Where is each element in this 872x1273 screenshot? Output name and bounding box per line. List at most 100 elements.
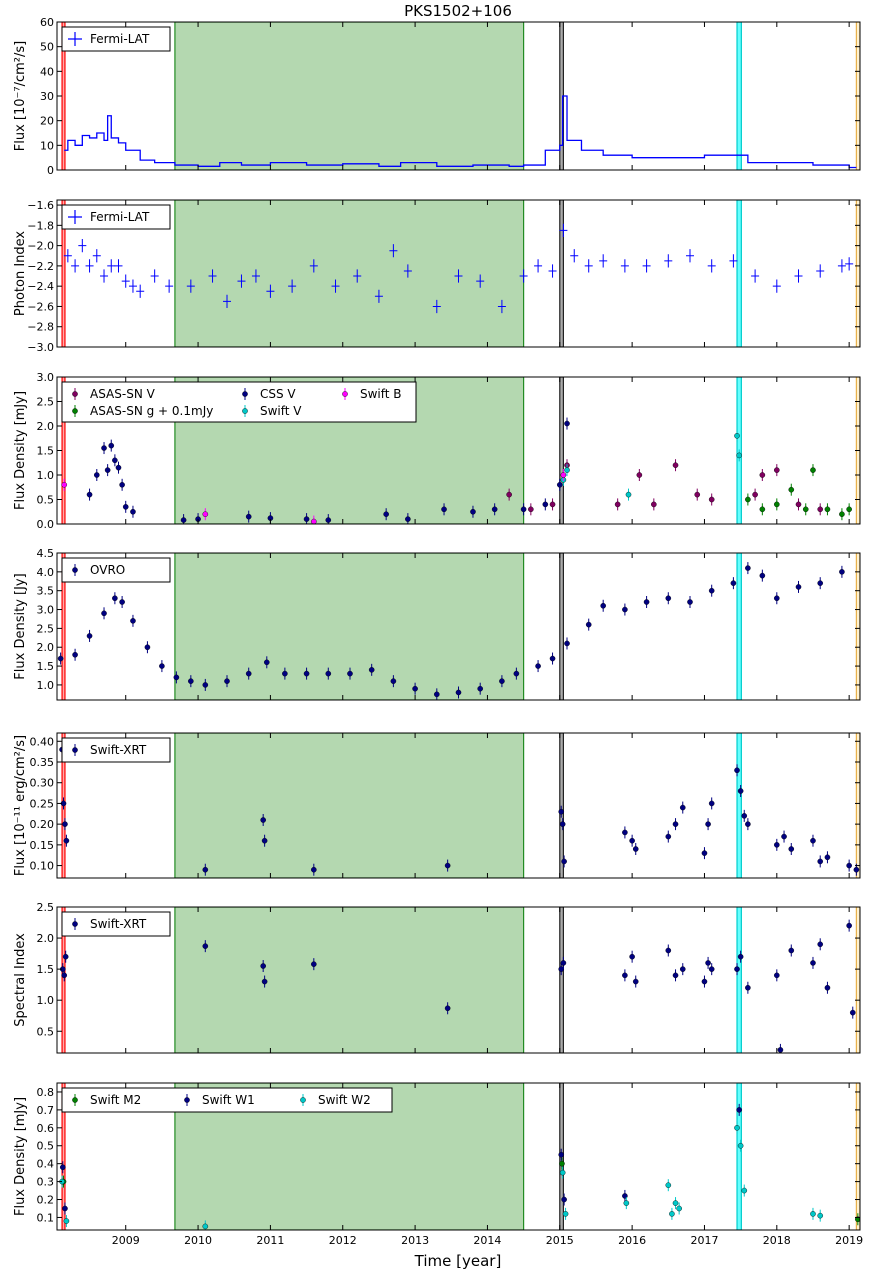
shaded-interval: [736, 553, 742, 700]
data-point: [208, 269, 217, 283]
legend: Swift-XRT: [61, 911, 171, 937]
shaded-interval: [61, 377, 66, 524]
data-point: [303, 670, 310, 677]
data-point: [564, 467, 570, 473]
data-point: [752, 491, 758, 498]
legend-marker: [72, 408, 78, 414]
data-point: [432, 299, 441, 314]
data-point: [513, 670, 520, 677]
data-point: [672, 1200, 679, 1206]
data-point: [186, 279, 195, 293]
data-point: [708, 966, 715, 972]
data-point: [741, 813, 748, 819]
data-point: [491, 506, 498, 513]
data-point: [107, 259, 116, 273]
y-tick-label: 1.5: [37, 445, 55, 458]
data-point: [202, 866, 209, 873]
y-tick-label: 2.5: [37, 622, 55, 635]
data-point: [665, 833, 672, 840]
data-point: [121, 274, 130, 288]
data-point: [759, 506, 766, 513]
y-tick-label: 2.0: [37, 641, 55, 654]
y-tick-label: 4.0: [37, 566, 55, 579]
shaded-interval: [61, 200, 66, 347]
x-tick-label: 2016: [618, 1234, 646, 1247]
data-point: [679, 966, 686, 972]
data-point: [454, 269, 463, 283]
data-point: [202, 943, 209, 949]
legend-marker: [68, 32, 82, 46]
panel-frame: [56, 1082, 861, 1231]
data-point: [62, 821, 68, 827]
data-point: [816, 264, 825, 278]
panel-fermi-flux: 0 10 20 30 40 50 60 Flux [10⁻⁷/cm²/s] Fermi-LAT: [13, 16, 861, 177]
legend-marker: [242, 408, 248, 414]
data-point: [303, 516, 310, 522]
shaded-interval: [736, 200, 742, 347]
data-point: [729, 254, 738, 268]
data-point: [237, 274, 246, 288]
data-point: [672, 972, 679, 979]
legend-box: [61, 557, 171, 583]
y-tick-label: 1.5: [37, 660, 55, 673]
data-point: [128, 279, 137, 293]
y-tick-label: 0.5: [37, 494, 55, 507]
y-tick-label: 2.5: [37, 901, 55, 914]
data-point: [853, 866, 860, 873]
data-point: [632, 846, 639, 852]
legend: Swift-XRT: [61, 737, 171, 763]
data-point: [730, 580, 737, 586]
data-point: [839, 569, 845, 575]
data-point: [59, 1164, 66, 1171]
legend-label: Swift-XRT: [90, 917, 147, 931]
data-point: [389, 244, 398, 258]
legend: ASAS-SN V CSS V Swift B ASAS-SN g + 0.1mJy S…: [61, 381, 417, 423]
data-point: [506, 491, 512, 498]
y-tick-label: −3.0: [27, 341, 54, 354]
shaded-interval: [559, 553, 564, 700]
y-tick-label: 30: [40, 90, 54, 103]
legend-label: Fermi-LAT: [90, 32, 150, 46]
data-point: [180, 517, 187, 523]
shaded-interval: [174, 22, 525, 170]
y-tick-label: 0.30: [30, 777, 55, 790]
data-point: [542, 501, 549, 508]
data-point: [651, 501, 657, 508]
data-point: [61, 481, 68, 488]
legend-marker: [72, 391, 78, 397]
data-point: [774, 467, 780, 473]
panel-frame: [56, 199, 861, 348]
data-point: [347, 670, 353, 677]
panel-radio-flux: 1.0 1.5 2.0 2.5 3.0 3.5 4.0 4.5 Flux Density [Jy…: [13, 547, 861, 701]
data-point: [260, 963, 266, 969]
data-point: [839, 511, 845, 518]
y-tick-label: 1.0: [37, 994, 55, 1007]
data-point: [685, 249, 694, 263]
y-tick-label: −1.6: [27, 199, 54, 212]
data-point: [549, 501, 556, 508]
data-point: [444, 862, 451, 869]
data-point: [558, 966, 565, 972]
y-tick-label: −2.4: [27, 280, 54, 293]
data-point: [353, 269, 362, 283]
data-point: [623, 1200, 630, 1206]
data-point: [311, 961, 317, 967]
legend-box: [61, 381, 417, 423]
legend-box: [61, 1087, 393, 1113]
data-point: [636, 472, 643, 478]
y-tick-label: 0.5: [37, 1140, 55, 1153]
data-point: [736, 1107, 742, 1113]
data-point: [150, 269, 159, 283]
series-line-Fermi-LAT: [64, 95, 857, 169]
shaded-interval: [855, 200, 860, 347]
data-point: [71, 259, 80, 273]
legend: OVRO: [61, 557, 171, 583]
data-point: [845, 257, 854, 271]
data-point: [622, 606, 628, 613]
legend: Fermi-LAT: [61, 26, 171, 52]
data-point: [245, 513, 252, 520]
legend-label: Swift-XRT: [90, 743, 147, 757]
data-point: [104, 467, 111, 473]
legend-marker: [342, 391, 348, 397]
data-point: [708, 496, 715, 503]
